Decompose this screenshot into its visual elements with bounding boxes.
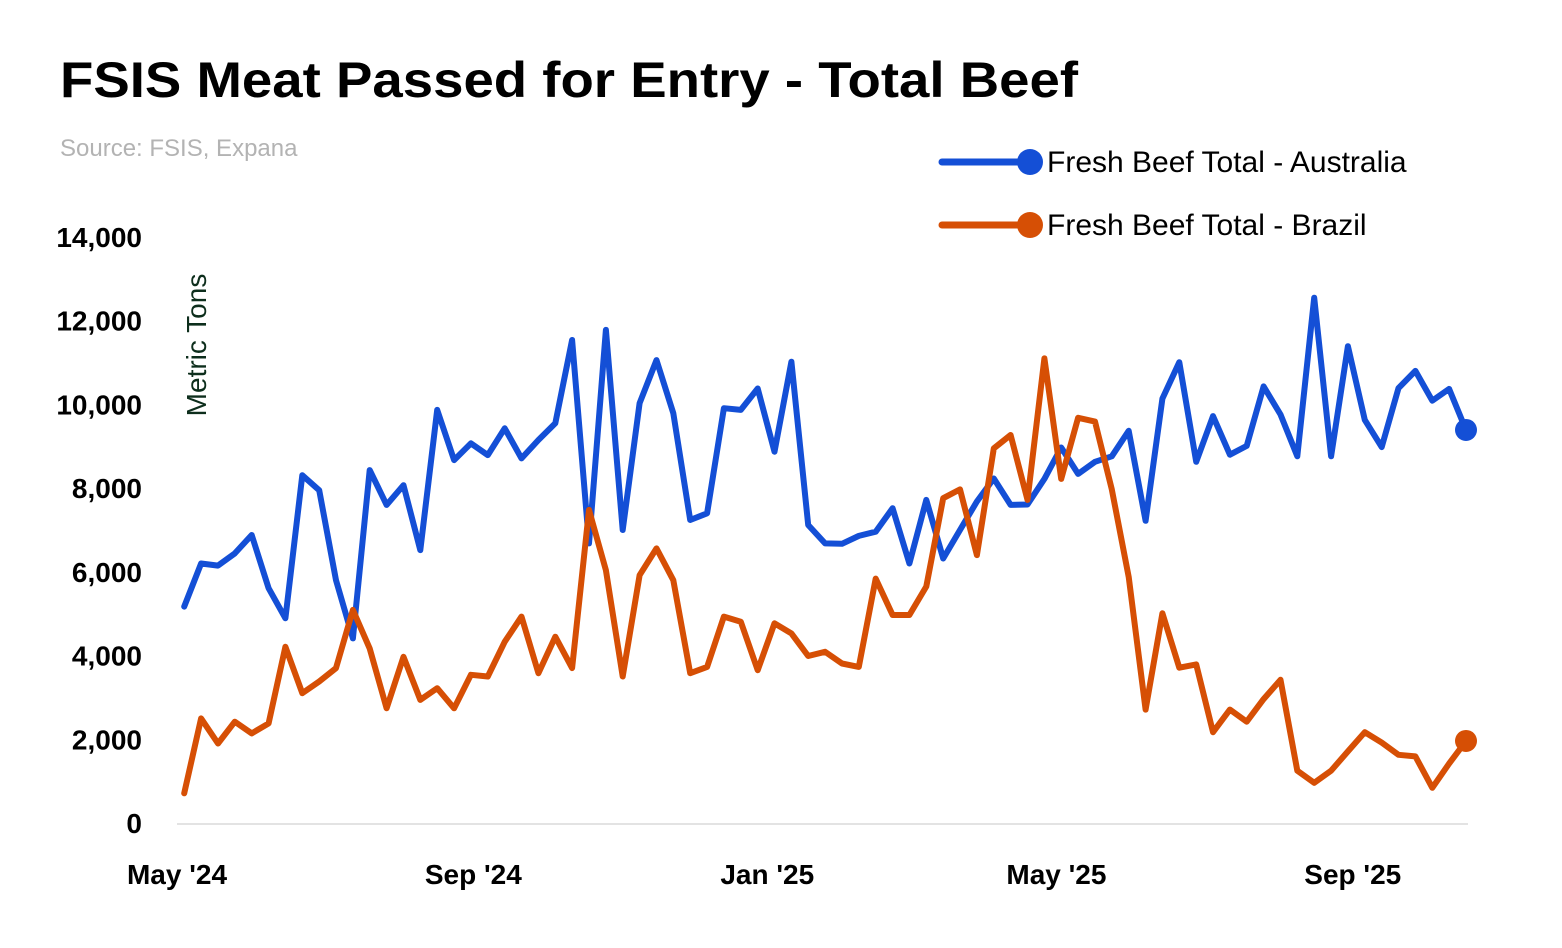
y-tick-label: 0 [126, 808, 142, 839]
series-brazil [181, 355, 1477, 797]
end-marker-australia [1455, 418, 1477, 441]
y-tick-label: 8,000 [72, 473, 142, 504]
chart-title: FSIS Meat Passed for Entry - Total Beef [60, 52, 1078, 108]
y-axis-label: Metric Tons [181, 274, 212, 417]
y-tick-label: 4,000 [72, 641, 142, 672]
x-tick-label: May '24 [127, 859, 227, 890]
y-tick-label: 12,000 [56, 306, 142, 337]
legend-marker-australia [1017, 149, 1043, 175]
legend-item-australia: Fresh Beef Total - Australia [938, 146, 1407, 179]
legend-marker-brazil [1017, 212, 1043, 238]
end-marker-brazil [1455, 729, 1477, 752]
series-australia [181, 294, 1477, 642]
chart-source: Source: FSIS, Expana [60, 135, 298, 162]
x-tick-label: Sep '24 [425, 859, 522, 890]
series-line-brazil [181, 355, 1469, 797]
legend: Fresh Beef Total - Australia Fresh Beef … [938, 146, 1407, 242]
x-tick-label: Jan '25 [720, 859, 814, 890]
legend-label-brazil: Fresh Beef Total - Brazil [1047, 209, 1367, 242]
plot-area [181, 294, 1477, 797]
legend-item-brazil: Fresh Beef Total - Brazil [938, 209, 1367, 242]
y-axis: 0 2,000 4,000 6,000 8,000 10,000 12,000 14,000 [56, 222, 142, 839]
y-tick-label: 6,000 [72, 557, 142, 588]
x-axis: May '24 Sep '24 Jan '25 May '25 Sep '25 [127, 859, 1401, 890]
x-tick-label: Sep '25 [1304, 859, 1401, 890]
x-tick-label: May '25 [1006, 859, 1106, 890]
y-tick-label: 10,000 [56, 389, 142, 420]
legend-label-australia: Fresh Beef Total - Australia [1047, 146, 1407, 179]
y-tick-label: 2,000 [72, 724, 142, 755]
y-tick-label: 14,000 [56, 222, 142, 253]
series-line-australia [181, 294, 1469, 642]
